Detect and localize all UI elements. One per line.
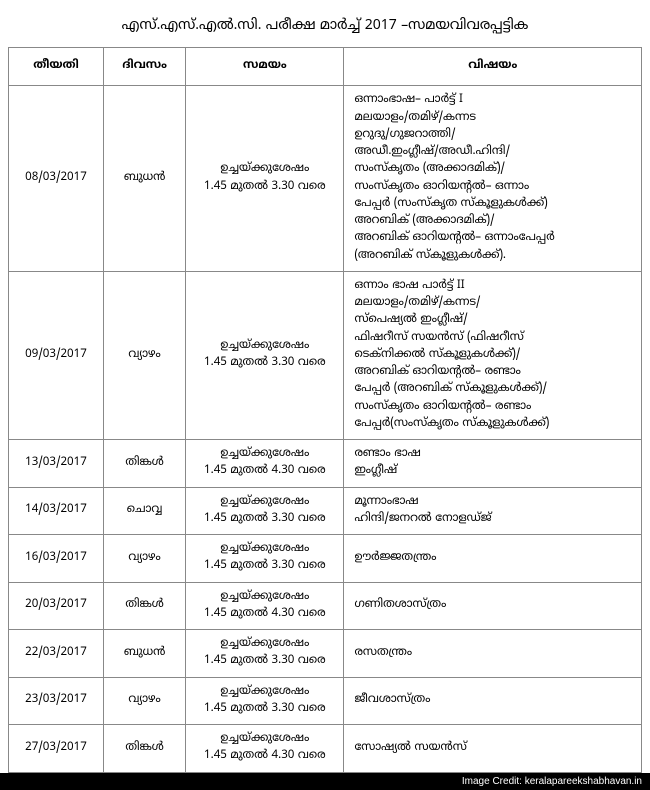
col-time: സമയം bbox=[186, 48, 344, 86]
cell-day: ബുധൻ bbox=[103, 86, 185, 272]
cell-day: വ്യാഴം bbox=[103, 271, 185, 439]
header-row: തീയതി ദിവസം സമയം വിഷയം bbox=[9, 48, 642, 86]
cell-time: ഉച്ചയ്ക്കുശേഷം 1.45 മുതൽ 3.30 വരെ bbox=[186, 630, 344, 678]
cell-time: ഉച്ചയ്ക്കുശേഷം 1.45 മുതൽ 3.30 വരെ bbox=[186, 86, 344, 272]
cell-date: 20/03/2017 bbox=[9, 582, 104, 630]
cell-day: വ്യാഴം bbox=[103, 677, 185, 725]
cell-subject: രസതന്ത്രം bbox=[344, 630, 642, 678]
col-day: ദിവസം bbox=[103, 48, 185, 86]
timetable: തീയതി ദിവസം സമയം വിഷയം 08/03/2017ബുധൻഉച്… bbox=[8, 47, 642, 773]
table-row: 16/03/2017വ്യാഴംഉച്ചയ്ക്കുശേഷം 1.45 മുതൽ… bbox=[9, 535, 642, 583]
image-credit: Image Credit: keralapareekshabhavan.in bbox=[0, 773, 650, 790]
cell-date: 13/03/2017 bbox=[9, 440, 104, 488]
cell-date: 08/03/2017 bbox=[9, 86, 104, 272]
cell-subject: മൂന്നാംഭാഷ ഹിന്ദി/ജനറൽ നോളഡ്ജ് bbox=[344, 487, 642, 535]
cell-day: തിങ്കൾ bbox=[103, 440, 185, 488]
table-row: 23/03/2017വ്യാഴംഉച്ചയ്ക്കുശേഷം 1.45 മുതൽ… bbox=[9, 677, 642, 725]
cell-day: വ്യാഴം bbox=[103, 535, 185, 583]
cell-subject: ഊർജ്ജതന്ത്രം bbox=[344, 535, 642, 583]
page-title: എസ്.എസ്.എൽ.സി. പരീക്ഷ മാർച്ച് 2017 –സമയവ… bbox=[8, 10, 642, 47]
cell-day: തിങ്കൾ bbox=[103, 725, 185, 773]
cell-day: തിങ്കൾ bbox=[103, 582, 185, 630]
cell-date: 22/03/2017 bbox=[9, 630, 104, 678]
cell-time: ഉച്ചയ്ക്കുശേഷം 1.45 മുതൽ 3.30 വരെ bbox=[186, 271, 344, 439]
cell-time: ഉച്ചയ്ക്കുശേഷം 1.45 മുതൽ 3.30 വരെ bbox=[186, 487, 344, 535]
cell-subject: ജീവശാസ്ത്രം bbox=[344, 677, 642, 725]
cell-day: ചൊവ്വ bbox=[103, 487, 185, 535]
cell-subject: ഒന്നാം ഭാഷ പാർട്ട് II മലയാളം/തമിഴ്/കന്നട… bbox=[344, 271, 642, 439]
table-row: 22/03/2017ബുധൻഉച്ചയ്ക്കുശേഷം 1.45 മുതൽ 3… bbox=[9, 630, 642, 678]
cell-date: 27/03/2017 bbox=[9, 725, 104, 773]
cell-subject: ഗണിതശാസ്ത്രം bbox=[344, 582, 642, 630]
table-row: 09/03/2017വ്യാഴംഉച്ചയ്ക്കുശേഷം 1.45 മുതൽ… bbox=[9, 271, 642, 439]
table-row: 08/03/2017ബുധൻഉച്ചയ്ക്കുശേഷം 1.45 മുതൽ 3… bbox=[9, 86, 642, 272]
cell-time: ഉച്ചയ്ക്കുശേഷം 1.45 മുതൽ 4.30 വരെ bbox=[186, 440, 344, 488]
cell-subject: സോഷ്യൽ സയൻസ് bbox=[344, 725, 642, 773]
table-row: 13/03/2017തിങ്കൾഉച്ചയ്ക്കുശേഷം 1.45 മുതൽ… bbox=[9, 440, 642, 488]
cell-date: 16/03/2017 bbox=[9, 535, 104, 583]
cell-time: ഉച്ചയ്ക്കുശേഷം 1.45 മുതൽ 3.30 വരെ bbox=[186, 535, 344, 583]
table-row: 27/03/2017തിങ്കൾഉച്ചയ്ക്കുശേഷം 1.45 മുതൽ… bbox=[9, 725, 642, 773]
cell-time: ഉച്ചയ്ക്കുശേഷം 1.45 മുതൽ 4.30 വരെ bbox=[186, 582, 344, 630]
cell-subject: ഒന്നാംഭാഷ– പാർട്ട് I മലയാളം/തമിഴ്/കന്നട … bbox=[344, 86, 642, 272]
cell-time: ഉച്ചയ്ക്കുശേഷം 1.45 മുതൽ 3.30 വരെ bbox=[186, 677, 344, 725]
cell-date: 23/03/2017 bbox=[9, 677, 104, 725]
timetable-container: എസ്.എസ്.എൽ.സി. പരീക്ഷ മാർച്ച് 2017 –സമയവ… bbox=[0, 0, 650, 773]
col-date: തീയതി bbox=[9, 48, 104, 86]
table-row: 20/03/2017തിങ്കൾഉച്ചയ്ക്കുശേഷം 1.45 മുതൽ… bbox=[9, 582, 642, 630]
cell-day: ബുധൻ bbox=[103, 630, 185, 678]
table-row: 14/03/2017ചൊവ്വഉച്ചയ്ക്കുശേഷം 1.45 മുതൽ … bbox=[9, 487, 642, 535]
cell-subject: രണ്ടാം ഭാഷ ഇംഗ്ലീഷ് bbox=[344, 440, 642, 488]
col-subject: വിഷയം bbox=[344, 48, 642, 86]
cell-time: ഉച്ചയ്ക്കുശേഷം 1.45 മുതൽ 4.30 വരെ bbox=[186, 725, 344, 773]
cell-date: 14/03/2017 bbox=[9, 487, 104, 535]
cell-date: 09/03/2017 bbox=[9, 271, 104, 439]
